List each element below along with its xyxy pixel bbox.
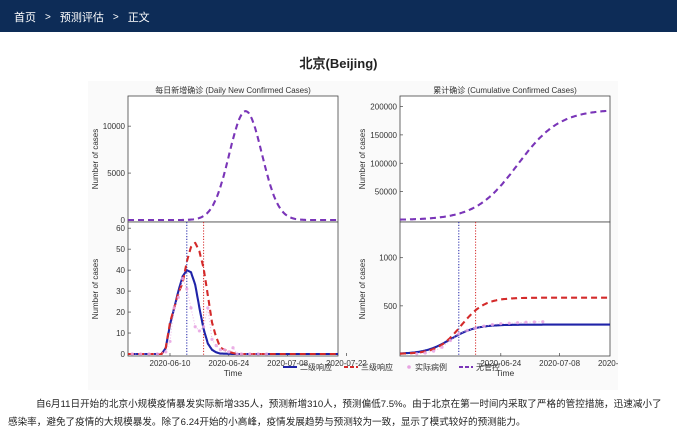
actual-case-point — [239, 352, 243, 356]
series-line-uncontrolled — [127, 110, 338, 222]
y-axis-label-bottom: Number of cases — [358, 259, 367, 319]
actual-case-point — [482, 324, 486, 328]
y-tick-label: 40 — [116, 266, 125, 275]
actual-case-point — [147, 352, 151, 356]
actual-case-point — [206, 306, 210, 310]
actual-case-point — [181, 276, 185, 281]
actual-case-point — [499, 322, 503, 326]
y-axis-label-top: Number of cases — [358, 129, 367, 189]
y-tick-label: 30 — [116, 287, 125, 296]
x-tick-label: 2020-07-22 — [326, 359, 367, 368]
plot-frame-bottom — [127, 221, 339, 357]
series-line-level3 — [400, 296, 611, 355]
breadcrumb-forecast-link[interactable]: 预测评估 — [59, 12, 104, 24]
x-tick-label: 2020-06-24 — [208, 359, 249, 368]
actual-case-line — [132, 276, 267, 355]
legend-label: 三级响应 — [361, 362, 393, 372]
y-tick-label: 1000 — [379, 254, 397, 263]
actual-case-point — [139, 352, 143, 356]
actual-case-point — [423, 351, 427, 355]
legend-label: 二级响应 — [300, 362, 332, 372]
actual-case-line — [416, 321, 543, 355]
plot-frame-bottom — [399, 221, 611, 357]
actual-case-point — [490, 323, 494, 327]
article-paragraph: 自6月11日开始的北京小规模疫情暴发实际新增335人，预测新增310人，预测偏低… — [8, 399, 662, 428]
breadcrumb-current: 正文 — [127, 12, 150, 24]
series-line-uncontrolled — [400, 109, 611, 221]
legend-swatch — [407, 365, 411, 369]
x-axis-label: Time — [224, 368, 243, 378]
x-tick-label: 2020-06-10 — [150, 359, 191, 368]
actual-case-point — [448, 338, 452, 343]
y-tick-label: 60 — [116, 224, 125, 233]
x-tick-label: 2020-07-22 — [598, 359, 618, 368]
breadcrumb-separator: > — [45, 11, 51, 23]
plot-frame-top — [399, 95, 611, 223]
x-tick-label: 2020-06-24 — [480, 359, 521, 368]
y-axis-label-top: Number of cases — [91, 129, 100, 189]
actual-case-point — [465, 328, 469, 333]
top-nav-bar: 首页 > 预测评估 > 正文 — [0, 0, 677, 32]
chart-title: 每日新增确诊 (Daily New Confirmed Cases) — [155, 85, 311, 95]
y-tick-label: 0 — [121, 350, 126, 359]
actual-case-point — [415, 352, 419, 356]
x-axis-label: Time — [496, 368, 515, 378]
plot-frame-top — [127, 95, 339, 223]
forecast-figure: 每日新增确诊 (Daily New Confirmed Cases) 0 5000 1… — [88, 81, 618, 390]
page-title: 北京(Beijing) — [299, 56, 378, 71]
series-line-level3 — [127, 241, 338, 356]
actual-case-point — [155, 352, 159, 356]
y-tick-label: 0 — [121, 216, 126, 225]
y-tick-label: 50000 — [375, 188, 398, 197]
y-tick-label: 200000 — [370, 103, 397, 112]
legend-label: 实际病例 — [415, 362, 447, 372]
actual-case-point — [189, 306, 193, 310]
y-tick-label: 10 — [116, 329, 125, 338]
y-axis-label-bottom: Number of cases — [91, 259, 100, 319]
y-tick-label: 5000 — [107, 169, 125, 178]
y-tick-label: 20 — [116, 308, 125, 317]
y-tick-label: 10000 — [103, 122, 126, 131]
x-tick-label: 2020-07-08 — [267, 359, 308, 368]
y-tick-label: 150000 — [370, 131, 397, 140]
y-tick-label: 100000 — [370, 159, 397, 168]
breadcrumb-separator: > — [112, 11, 119, 23]
actual-case-point — [265, 352, 269, 356]
actual-case-point — [541, 320, 545, 324]
actual-case-point — [532, 320, 536, 324]
breadcrumb: 首页 > 预测评估 > 正文 — [14, 9, 150, 25]
breadcrumb-home-link[interactable]: 首页 — [14, 12, 36, 24]
chart-title: 累计确诊 (Cumulative Confirmed Cases) — [433, 85, 577, 95]
legend-label: 无管控 — [476, 362, 500, 372]
y-tick-label: 50 — [116, 245, 125, 254]
y-tick-label: 500 — [384, 302, 398, 311]
actual-case-point — [474, 326, 478, 330]
forecast-chart-svg: 每日新增确诊 (Daily New Confirmed Cases)050001… — [91, 85, 618, 378]
x-tick-label: 2020-07-08 — [539, 359, 580, 368]
actual-case-point — [524, 320, 528, 324]
